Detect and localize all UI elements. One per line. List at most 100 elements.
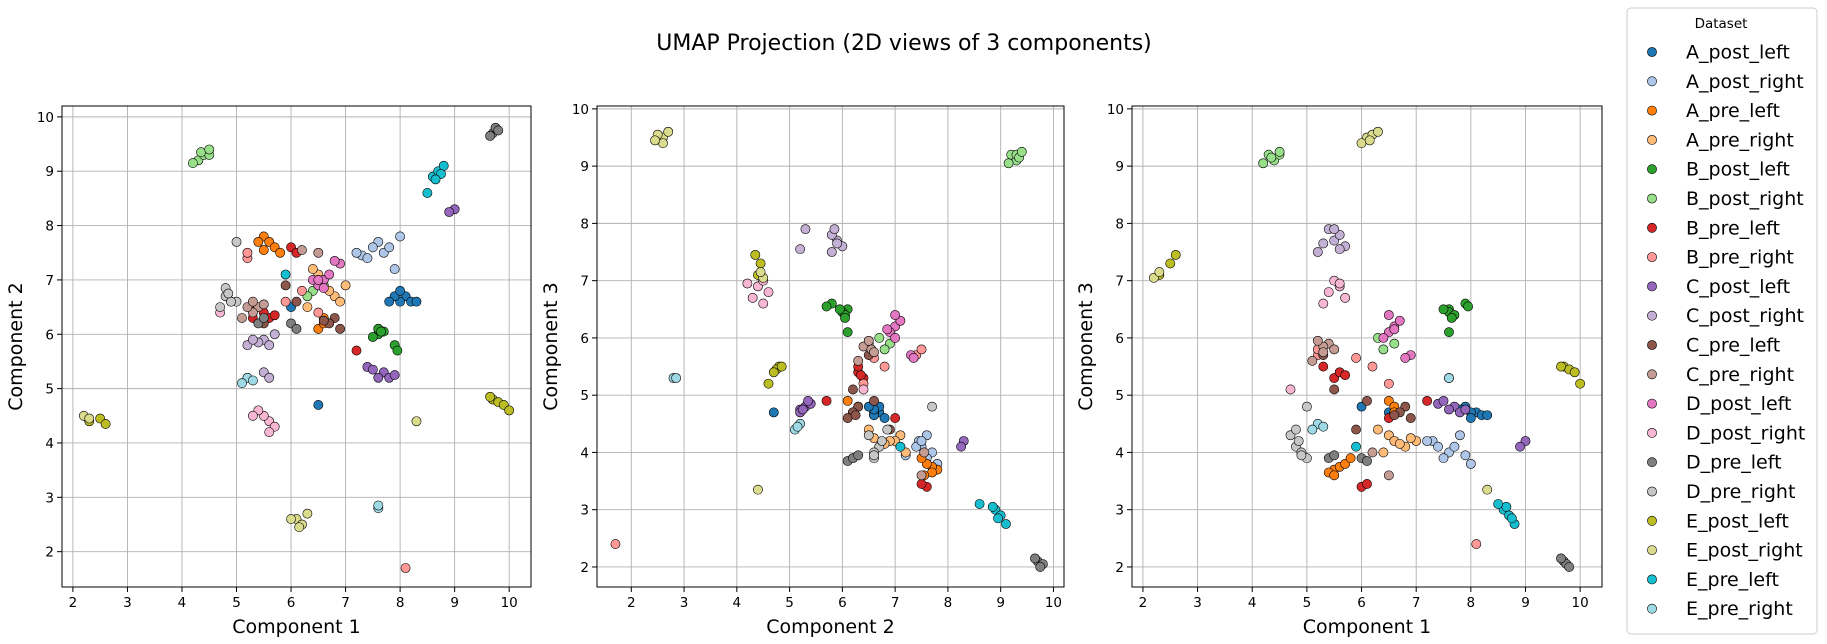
data-point-D_post_right — [247, 410, 258, 421]
scatter-points — [78, 122, 515, 573]
data-point-E_pre_left — [1493, 499, 1504, 509]
legend-marker — [1647, 281, 1657, 292]
data-point-A_post_right — [384, 242, 395, 253]
legend-item-D_post_left: D_post_left — [1647, 393, 1791, 415]
data-point-C_post_left — [373, 372, 384, 383]
data-point-D_pre_left — [1030, 553, 1040, 564]
data-point-D_pre_left — [1556, 553, 1566, 564]
data-point-A_post_right — [362, 253, 373, 264]
data-point-A_post_right — [1449, 441, 1460, 452]
data-point-D_post_right — [1323, 287, 1334, 298]
data-point-C_pre_left — [1405, 413, 1416, 423]
data-point-E_pre_left — [993, 513, 1003, 524]
data-point-B_pre_right — [313, 307, 324, 318]
x-tick-label: 9 — [450, 595, 459, 611]
scatter-panel-2: 2 3 4 5 6 7 8 9 10 2 3 4 5 6 7 8 9 10 Component 2 Component… — [540, 102, 1065, 638]
legend-item-B_pre_left: B_pre_left — [1647, 217, 1780, 239]
x-tick-label: 4 — [1248, 595, 1257, 611]
data-point-E_pre_right — [792, 421, 803, 432]
data-point-D_pre_right — [223, 288, 234, 299]
scatter-points — [1148, 126, 1586, 572]
data-point-D_pre_right — [863, 430, 874, 441]
data-point-D_pre_left — [1035, 562, 1046, 572]
data-point-A_pre_left — [258, 245, 269, 255]
data-point-D_pre_right — [927, 401, 937, 412]
data-point-C_pre_right — [919, 447, 930, 458]
data-point-B_pre_left — [890, 413, 901, 423]
data-point-C_post_right — [264, 372, 275, 383]
data-point-B_post_left — [840, 312, 850, 323]
data-point-B_post_right — [1378, 344, 1389, 355]
data-point-A_post_left — [384, 296, 395, 307]
x-tick-label: 8 — [1467, 595, 1476, 611]
data-point-B_post_right — [1003, 158, 1014, 169]
data-point-C_post_right — [829, 224, 840, 235]
data-point-D_post_right — [264, 427, 275, 438]
data-point-B_pre_right — [1383, 378, 1394, 389]
data-point-D_post_left — [1389, 324, 1400, 335]
legend-item-E_post_left: E_post_left — [1647, 510, 1789, 532]
data-point-B_pre_left — [1318, 361, 1329, 372]
legend-label: D_pre_right — [1686, 481, 1795, 503]
data-point-D_pre_right — [226, 296, 236, 307]
data-point-A_post_right — [1438, 453, 1449, 464]
x-tick-label: 7 — [1412, 595, 1421, 611]
legend-marker — [1647, 47, 1657, 57]
legend-item-B_post_left: B_post_left — [1647, 159, 1790, 181]
y-tick-label: 3 — [580, 503, 589, 519]
data-point-E_post_right — [1373, 126, 1383, 137]
x-tick-label: 10 — [501, 595, 518, 611]
data-point-E_pre_left — [438, 160, 449, 171]
data-point-B_post_right — [1266, 152, 1277, 163]
x-tick-label: 6 — [838, 595, 847, 611]
data-point-A_post_right — [1465, 458, 1476, 469]
data-point-E_pre_right — [1307, 424, 1318, 435]
legend-label: D_post_right — [1686, 422, 1805, 444]
legend-label: C_post_right — [1686, 305, 1804, 327]
data-point-C_post_left — [1438, 395, 1449, 406]
y-axis-label: Component 3 — [1075, 282, 1097, 410]
y-tick-label: 7 — [45, 273, 54, 289]
data-point-D_pre_right — [869, 450, 879, 461]
data-point-C_post_left — [803, 395, 813, 406]
legend-label: D_pre_left — [1686, 452, 1782, 474]
data-point-D_post_left — [1378, 333, 1389, 343]
data-point-C_pre_right — [863, 335, 874, 346]
data-point-E_post_left — [1556, 361, 1566, 372]
legend-marker — [1647, 134, 1657, 145]
data-point-E_pre_left — [895, 441, 906, 452]
data-point-C_pre_left — [318, 315, 329, 326]
legend-marker — [1647, 193, 1657, 204]
data-point-E_pre_right — [373, 500, 384, 511]
data-point-D_post_left — [324, 269, 335, 280]
legend-label: B_post_left — [1686, 159, 1790, 181]
data-point-B_post_left — [392, 345, 403, 356]
data-point-E_post_left — [485, 391, 495, 402]
y-tick-label: 5 — [580, 388, 589, 404]
data-point-C_pre_right — [916, 470, 927, 481]
data-point-D_pre_left — [1329, 450, 1340, 461]
data-point-A_post_left — [395, 285, 406, 296]
x-tick-label: 2 — [1139, 595, 1148, 611]
data-point-D_post_right — [763, 287, 774, 298]
data-point-C_pre_left — [1329, 384, 1340, 395]
x-tick-label: 10 — [1572, 595, 1589, 611]
data-point-D_post_left — [329, 255, 340, 266]
data-point-B_pre_right — [297, 285, 307, 296]
data-point-E_pre_left — [280, 269, 291, 280]
data-point-A_pre_right — [1373, 424, 1383, 435]
legend-label: A_post_right — [1686, 71, 1804, 93]
legend-marker — [1647, 574, 1657, 585]
data-point-E_post_right — [650, 135, 660, 146]
legend-label: D_post_left — [1686, 393, 1791, 415]
y-tick-label: 4 — [580, 445, 589, 461]
scatter-panel-3: 2 3 4 5 6 7 8 9 10 2 3 4 5 6 7 8 9 10 Component 1 Component… — [1075, 102, 1603, 638]
data-point-D_pre_left — [1564, 562, 1575, 572]
data-point-D_pre_right — [1293, 436, 1304, 446]
x-tick-label: 2 — [627, 595, 636, 611]
y-tick-label: 2 — [45, 545, 54, 561]
data-point-A_post_left — [768, 407, 779, 418]
legend-label: B_post_right — [1686, 188, 1804, 210]
legend-marker — [1647, 310, 1657, 321]
axes-frame — [596, 105, 1065, 588]
